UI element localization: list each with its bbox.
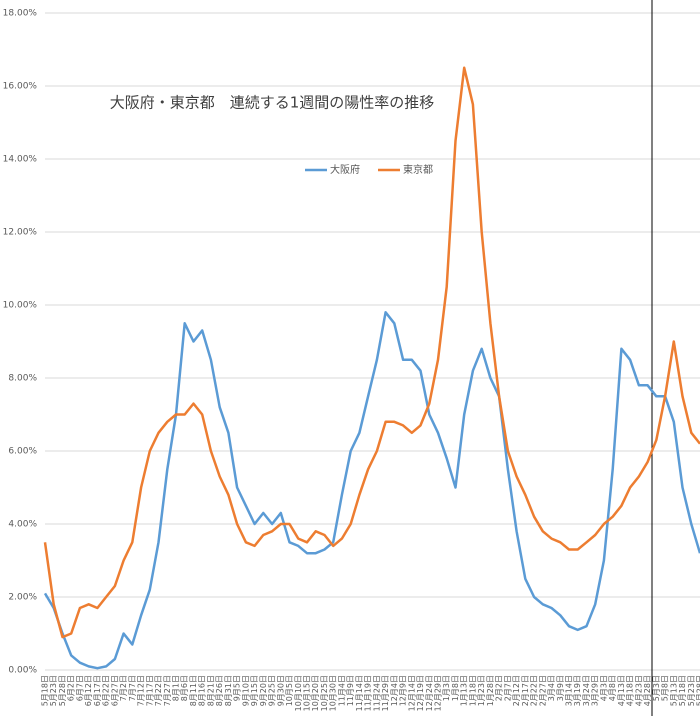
x-tick-label: 8月31日: [224, 675, 233, 706]
x-tick-label: 3月9日: [556, 675, 565, 701]
y-tick-label: 18.00%: [3, 9, 38, 19]
x-tick-label: 12月14日: [407, 675, 416, 711]
x-tick-label: 8月26日: [215, 675, 224, 706]
x-tick-label: 9月15日: [250, 675, 259, 706]
x-tick-label: 6月22日: [102, 675, 111, 706]
x-tick-label: 8月16日: [198, 675, 207, 706]
legend-label: 大阪府: [330, 163, 360, 176]
x-tick-label: 7月2日: [119, 675, 128, 701]
x-tick-label: 4月23日: [634, 675, 643, 706]
x-tick-label: 11月4日: [337, 675, 346, 706]
x-tick-label: 7月27日: [163, 675, 172, 706]
x-tick-label: 6月7日: [75, 675, 84, 701]
series-line: [45, 312, 700, 668]
x-tick-label: 10月15日: [303, 675, 312, 711]
y-tick-label: 2.00%: [8, 593, 37, 603]
x-tick-label: 2月7日: [503, 675, 512, 701]
x-tick-label: 12月4日: [390, 675, 399, 706]
x-tick-label: 4月18日: [626, 675, 635, 706]
x-tick-label: 12月24日: [425, 675, 434, 711]
x-tick-label: 10月5日: [285, 675, 294, 706]
y-tick-label: 8.00%: [8, 374, 37, 384]
x-tick-label: 5月23日: [49, 675, 58, 706]
x-tick-label: 4月28日: [643, 675, 652, 706]
x-tick-label: 1月18日: [468, 675, 477, 706]
x-tick-label: 11月14日: [355, 675, 364, 711]
x-tick-label: 3月4日: [547, 675, 556, 701]
x-tick-label: 6月27日: [110, 675, 119, 706]
x-tick-label: 8月6日: [180, 675, 189, 701]
x-tick-label: 3月14日: [565, 675, 574, 706]
x-tick-label: 11月24日: [372, 675, 381, 711]
x-tick-label: 2月12日: [512, 675, 521, 706]
x-tick-label: 7月17日: [145, 675, 154, 706]
x-tick-label: 10月10日: [294, 675, 303, 711]
x-tick-label: 4月8日: [608, 675, 617, 701]
y-tick-label: 14.00%: [3, 155, 38, 165]
x-tick-label: 5月8日: [661, 675, 670, 701]
x-tick-label: 10月20日: [311, 675, 320, 711]
x-tick-label: 9月30日: [276, 675, 285, 706]
x-tick-label: 8月11日: [189, 675, 198, 706]
x-tick-label: 5月13日: [669, 675, 678, 706]
x-tick-label: 8月1日: [172, 675, 181, 701]
x-tick-label: 10月30日: [329, 675, 338, 711]
x-tick-label: 2月22日: [530, 675, 539, 706]
x-tick-label: 3月24日: [582, 675, 591, 706]
x-tick-label: 6月2日: [67, 675, 76, 701]
x-tick-label: 6月12日: [84, 675, 93, 706]
y-tick-label: 4.00%: [8, 520, 37, 530]
x-tick-label: 2月2日: [495, 675, 504, 701]
x-tick-label: 12月29日: [434, 675, 443, 711]
x-tick-label: 9月10日: [241, 675, 250, 706]
x-tick-label: 4月13日: [617, 675, 626, 706]
y-tick-label: 6.00%: [8, 447, 37, 457]
x-tick-label: 4月3日: [599, 675, 608, 701]
chart-title: 大阪府・東京都 連続する1週間の陽性率の推移: [110, 94, 435, 112]
x-tick-label: 9月5日: [233, 675, 242, 701]
x-tick-label: 1月13日: [460, 675, 469, 706]
x-tick-label: 5月28日: [58, 675, 67, 706]
x-tick-label: 3月29日: [591, 675, 600, 706]
y-tick-label: 0.00%: [8, 666, 37, 676]
x-tick-label: 11月19日: [364, 675, 373, 711]
x-tick-label: 12月9日: [399, 675, 408, 706]
x-tick-label: 10月25日: [320, 675, 329, 711]
x-tick-label: 1月23日: [477, 675, 486, 706]
x-tick-label: 5月3日: [652, 675, 661, 701]
y-tick-label: 10.00%: [3, 301, 38, 311]
x-tick-label: 6月17日: [93, 675, 102, 706]
y-tick-label: 12.00%: [3, 228, 38, 238]
x-tick-label: 2月27日: [538, 675, 547, 706]
x-tick-label: 9月25日: [268, 675, 277, 706]
x-tick-label: 5月28日: [696, 675, 700, 706]
x-tick-label: 11月29日: [381, 675, 390, 711]
x-tick-label: 11月9日: [346, 675, 355, 706]
x-tick-label: 9月20日: [259, 675, 268, 706]
x-tick-label: 5月18日: [678, 675, 687, 706]
x-tick-label: 1月8日: [451, 675, 460, 701]
x-tick-label: 5月23日: [687, 675, 696, 706]
x-tick-label: 1月28日: [486, 675, 495, 706]
x-tick-label: 1月3日: [442, 675, 451, 701]
series-line: [45, 68, 700, 637]
x-tick-label: 3月19日: [573, 675, 582, 706]
x-tick-label: 8月21日: [206, 675, 215, 706]
x-tick-label: 7月12日: [137, 675, 146, 706]
x-tick-label: 5月18日: [41, 675, 50, 706]
x-tick-label: 2月17日: [521, 675, 530, 706]
legend-label: 東京都: [403, 163, 433, 176]
x-tick-label: 12月19日: [416, 675, 425, 711]
y-tick-label: 16.00%: [3, 82, 38, 92]
x-tick-label: 7月7日: [128, 675, 137, 701]
x-tick-label: 7月22日: [154, 675, 163, 706]
